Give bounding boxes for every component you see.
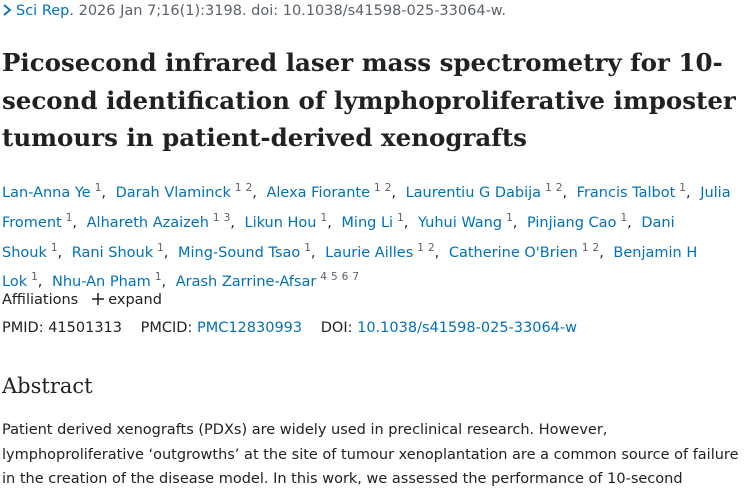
doi-label: DOI: [320,320,353,336]
expand-button[interactable]: expand [108,292,162,308]
pmcid-label: PMCID: [140,320,193,336]
author-name[interactable]: Francis Talbot [576,185,676,201]
author-name[interactable]: Darah Vlaminck [115,185,231,201]
affiliation-ref[interactable]: 7 [352,271,360,284]
author: Likun Hou 1 [244,211,336,231]
article-title: Picosecond infrared laser mass spectrome… [2,48,736,152]
author: Alhareth Azaizeh 1 3 [86,211,240,231]
author-name[interactable]: Laurentiu G Dabija [405,185,542,201]
author-name[interactable]: Ming-Sound Tsao [178,244,301,261]
author: Rani Shouk 1 [71,241,174,261]
affiliation-ref[interactable]: 1 [374,182,381,194]
affiliation-ref[interactable]: 4 [320,271,327,284]
affiliation-ref[interactable]: 2 [245,182,253,194]
citation-details: 2026 Jan 7;16(1):3198. doi: 10.1038/s415… [78,3,506,19]
author: Laurentiu G Dabija 1 2 [405,182,572,201]
abstract-heading: Abstract [2,374,93,398]
affiliation-ref[interactable]: 1 [506,211,513,224]
pmid-value: 41501313 [48,320,123,336]
affiliation-ref[interactable]: 1 [234,182,242,194]
author-name[interactable]: Ming Li [341,214,394,231]
affiliation-ref[interactable]: 1 [320,211,328,224]
author-name[interactable]: Yuhui Wang [417,214,503,231]
affiliation-ref[interactable]: 2 [555,182,563,194]
author: Yuhui Wang 1 [417,211,522,231]
abstract-text: Patient derived xenografts (PDXs) are wi… [2,422,739,487]
affiliations-label: Affiliations [2,292,79,308]
citation: Sci Rep. 2026 Jan 7;16(1):3198. doi: 10.… [2,3,506,19]
author-name[interactable]: Lan-Anna Ye [2,185,91,201]
author: Catherine O'Brien 1 2 [448,241,609,261]
author-name[interactable]: Likun Hou [244,214,317,231]
pmid-label: PMID: [2,320,44,336]
affiliation-ref[interactable]: 1 [620,211,628,224]
author-name[interactable]: Catherine O'Brien [448,244,578,261]
chevron-icon [3,4,12,16]
plus-icon[interactable] [92,293,105,305]
author: Laurie Ailles 1 2 [325,241,444,261]
affiliation-ref[interactable]: 1 [304,241,311,254]
author-name[interactable]: Arash Zarrine-Afsar [175,274,317,291]
affiliation-ref[interactable]: 2 [427,241,435,254]
affiliation-ref[interactable]: 1 [417,241,424,254]
author-name[interactable]: Benjamin H Lok [2,244,698,291]
affiliation-ref[interactable]: 1 [545,182,552,194]
doi-link[interactable]: 10.1038/s41598-025-33064-w [357,320,577,336]
author-name[interactable]: Nhu-An Pham [52,274,151,291]
affiliation-ref[interactable]: 2 [384,182,392,194]
author: Francis Talbot 1 [576,182,696,201]
journal-link[interactable]: Sci Rep. [16,3,74,19]
author: Nhu-An Pham 1 [52,271,171,291]
author: Pinjiang Cao 1 [526,211,637,231]
author-name[interactable]: Alhareth Azaizeh [86,214,209,231]
affiliation-ref[interactable]: 1 [157,241,164,254]
affiliations: Affiliations expand [2,292,162,308]
author-name[interactable]: Pinjiang Cao [526,214,617,231]
pmcid-link[interactable]: PMC12830993 [196,320,303,336]
author: Alexa Fiorante 1 2 [266,182,401,201]
author: Darah Vlaminck 1 2 [115,182,262,201]
affiliation-ref[interactable]: 1 [581,241,589,254]
author-name[interactable]: Julia Froment [2,185,731,231]
identifiers: PMID: 41501313 PMCID: PMC12830993 DOI: 1… [2,320,577,336]
author: Ming-Sound Tsao 1 [178,241,321,261]
affiliation-ref[interactable]: 1 [31,271,38,284]
author: Arash Zarrine-Afsar 4 5 6 7 [175,271,360,291]
author-name[interactable]: Laurie Ailles [325,244,414,261]
affiliation-ref[interactable]: 1 [154,271,162,284]
affiliation-ref[interactable]: 6 [341,271,349,284]
affiliation-ref[interactable]: 1 [94,182,102,194]
affiliation-ref[interactable]: 1 [65,211,73,224]
author-name[interactable]: Rani Shouk [71,244,154,261]
affiliation-ref[interactable]: 1 [50,241,58,254]
affiliation-ref[interactable]: 3 [223,211,231,224]
affiliation-ref[interactable]: 1 [212,211,220,224]
author: Ming Li 1 [341,211,413,231]
affiliation-ref[interactable]: 1 [397,211,404,224]
affiliation-ref[interactable]: 5 [330,271,338,284]
author-name[interactable]: Dani Shouk [2,214,675,261]
author-name[interactable]: Alexa Fiorante [266,185,370,201]
affiliation-ref[interactable]: 2 [592,241,600,254]
author: Lan-Anna Ye 1 [2,182,111,201]
affiliation-ref[interactable]: 1 [679,182,686,194]
